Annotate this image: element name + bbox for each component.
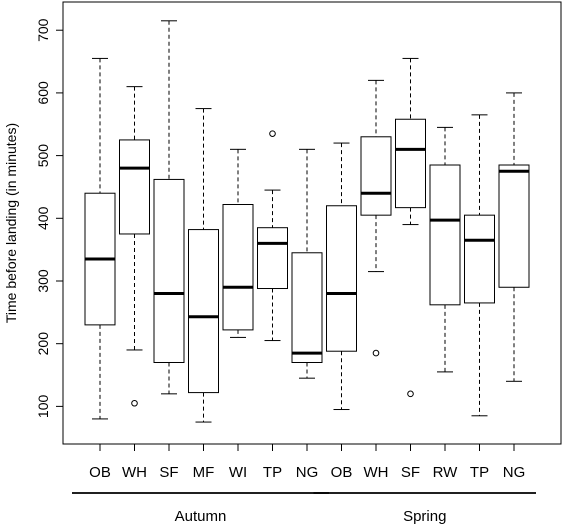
x-category-label: TP — [470, 464, 489, 481]
x-category-label: OB — [89, 464, 111, 481]
y-tick-label: 600 — [35, 81, 51, 105]
x-category-label: TP — [263, 464, 282, 481]
box-spring-wh — [360, 79, 392, 357]
y-tick-label: 400 — [35, 206, 51, 230]
interquartile-box — [119, 139, 150, 235]
x-category-label: NG — [503, 464, 526, 481]
box-spring-ob — [326, 142, 357, 411]
box-autumn-mf — [188, 108, 219, 423]
interquartile-box — [360, 136, 392, 216]
box-autumn-sf — [153, 20, 185, 395]
interquartile-box — [153, 178, 185, 363]
interquartile-box — [464, 214, 495, 304]
y-axis-title: Time before landing (in minutes) — [3, 123, 19, 323]
x-category-label: WH — [122, 464, 147, 481]
interquartile-box — [498, 164, 530, 288]
interquartile-box — [222, 204, 254, 331]
x-category-label: WH — [364, 464, 389, 481]
box-spring-ng — [498, 92, 530, 382]
interquartile-box — [291, 252, 323, 363]
box-autumn-wi — [222, 148, 254, 338]
box-autumn-ob — [84, 57, 116, 420]
x-category-label: MF — [193, 464, 215, 481]
outlier-point — [407, 390, 414, 398]
interquartile-box — [257, 227, 288, 290]
box-spring-rw — [429, 126, 461, 373]
box-spring-tp — [464, 114, 495, 417]
y-tick-label: 300 — [35, 269, 51, 293]
x-category-label: NG — [296, 464, 319, 481]
box-spring-sf — [395, 57, 426, 398]
group-label-autumn: Autumn — [175, 508, 227, 525]
interquartile-box — [188, 229, 219, 394]
y-tick-label: 700 — [35, 18, 51, 42]
interquartile-box — [395, 118, 426, 209]
box-autumn-ng — [291, 148, 323, 379]
outlier-point — [269, 130, 276, 137]
outlier-point — [372, 349, 380, 357]
interquartile-box — [326, 205, 357, 352]
outlier-point — [131, 399, 138, 407]
box-autumn-wh — [119, 86, 150, 407]
x-category-label: WI — [229, 464, 247, 481]
y-tick-label: 100 — [35, 394, 51, 418]
x-category-label: RW — [433, 464, 459, 481]
x-category-label: OB — [331, 464, 353, 481]
plot-frame — [62, 1, 562, 445]
x-category-label: SF — [401, 464, 420, 481]
group-label-spring: Spring — [403, 508, 446, 525]
x-category-label: SF — [159, 464, 178, 481]
interquartile-box — [429, 164, 461, 306]
box-autumn-tp — [257, 130, 288, 342]
x-axis: OB WH SF MF WI TP NG OB WH SF RW TP NG Autumn Spring — [72, 444, 536, 525]
box-series — [84, 20, 530, 423]
y-tick-label: 200 — [35, 332, 51, 356]
y-axis: 100 200 300 400 500 600 700 — [35, 18, 63, 418]
y-tick-label: 500 — [35, 144, 51, 168]
